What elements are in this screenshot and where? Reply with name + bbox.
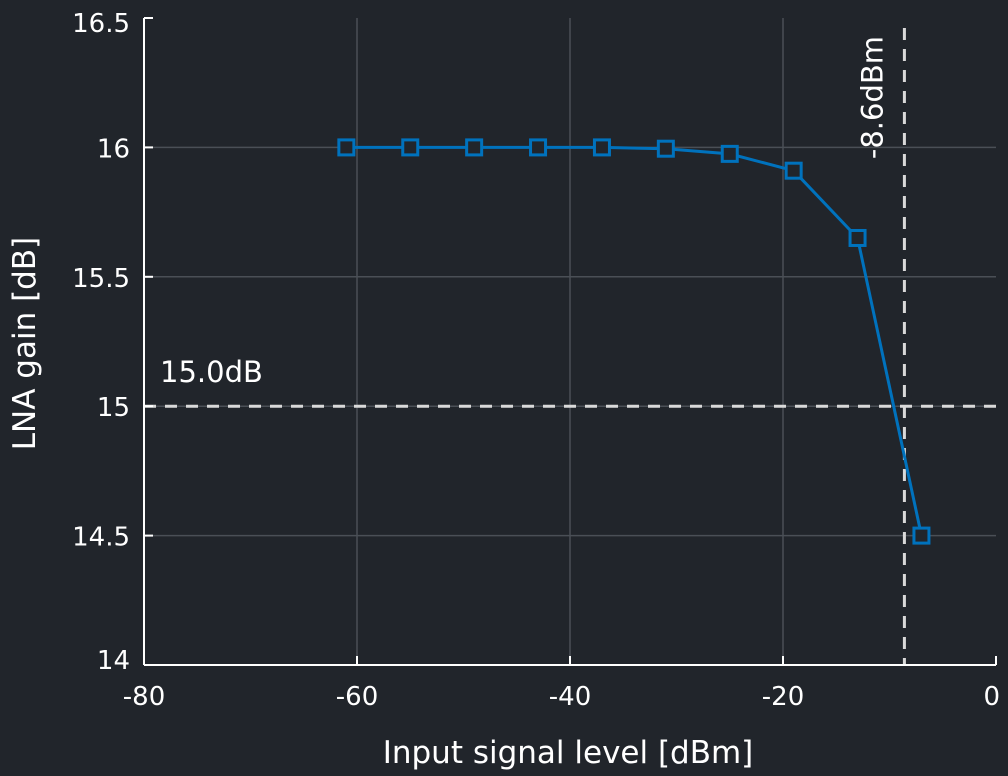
axes-layer	[143, 17, 997, 666]
data-point-7	[784, 161, 803, 180]
data-point-3	[529, 138, 548, 157]
data-point-1	[401, 138, 420, 157]
data-point-5	[656, 139, 675, 158]
data-point-8	[848, 228, 867, 247]
y-tick-label-3: 15.5	[72, 264, 130, 294]
data-point-4	[592, 138, 611, 157]
data-point-9	[912, 526, 931, 545]
reference-label-horizontal: 15.0dB	[160, 355, 263, 389]
y-tick-label-1: 14.5	[72, 523, 130, 553]
series-line-0	[346, 145, 923, 536]
tick-labels-layer: -80 -60 -40 -20 0 14 14.5 15 15.5 16 16.5	[72, 9, 1000, 712]
x-tick-label-0: -80	[123, 682, 165, 712]
y-tick-label-4: 16	[97, 134, 130, 164]
reference-lines-layer: 15.0dB -8.6dBm	[144, 28, 996, 665]
x-tick-label-3: -20	[762, 682, 804, 712]
x-tick-label-4: 0	[983, 682, 1000, 712]
x-tick-label-2: -40	[549, 682, 591, 712]
reference-label-vertical: -8.6dBm	[855, 36, 889, 159]
x-tick-label-1: -60	[336, 682, 378, 712]
y-axis-label: LNA gain [dB]	[7, 237, 43, 450]
x-axis-label: Input signal level [dBm]	[383, 735, 754, 771]
data-point-6	[720, 144, 739, 163]
data-point-2	[465, 138, 484, 157]
y-tick-label-5: 16.5	[72, 9, 130, 39]
data-point-0	[337, 138, 356, 157]
y-tick-label-0: 14	[97, 646, 130, 676]
y-tick-label-2: 15	[97, 393, 130, 423]
series-layer	[337, 138, 931, 545]
